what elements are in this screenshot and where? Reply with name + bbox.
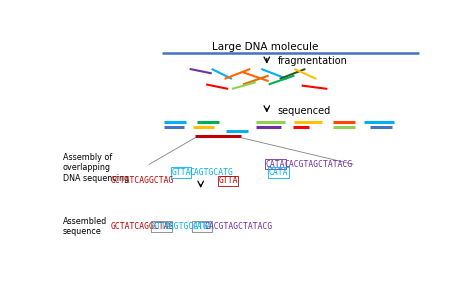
Text: CATA: CATA <box>266 160 285 169</box>
Text: Assembly of
overlapping
DNA sequencing: Assembly of overlapping DNA sequencing <box>63 153 129 183</box>
Text: CACGTAGCTATACG: CACGTAGCTATACG <box>284 160 352 169</box>
Text: sequenced: sequenced <box>278 106 331 115</box>
Text: CATA: CATA <box>269 168 288 177</box>
Text: Large DNA molecule: Large DNA molecule <box>212 42 318 52</box>
Text: GCTATCAGGCTAG: GCTATCAGGCTAG <box>110 222 174 231</box>
Text: CAGTGCATG: CAGTGCATG <box>164 222 208 231</box>
Text: CAGTGCATG: CAGTGCATG <box>190 168 234 177</box>
Text: fragmentation: fragmentation <box>278 56 348 66</box>
Text: CATA: CATA <box>192 222 212 231</box>
Text: CACGTAGCTATACG: CACGTAGCTATACG <box>205 222 273 231</box>
Text: GTTA: GTTA <box>171 168 191 177</box>
Text: GTTA: GTTA <box>219 177 238 185</box>
Text: Assembled
sequence: Assembled sequence <box>63 217 107 236</box>
Text: GCTATCAGGCTAG: GCTATCAGGCTAG <box>110 177 174 185</box>
Text: GTTA: GTTA <box>152 222 171 231</box>
